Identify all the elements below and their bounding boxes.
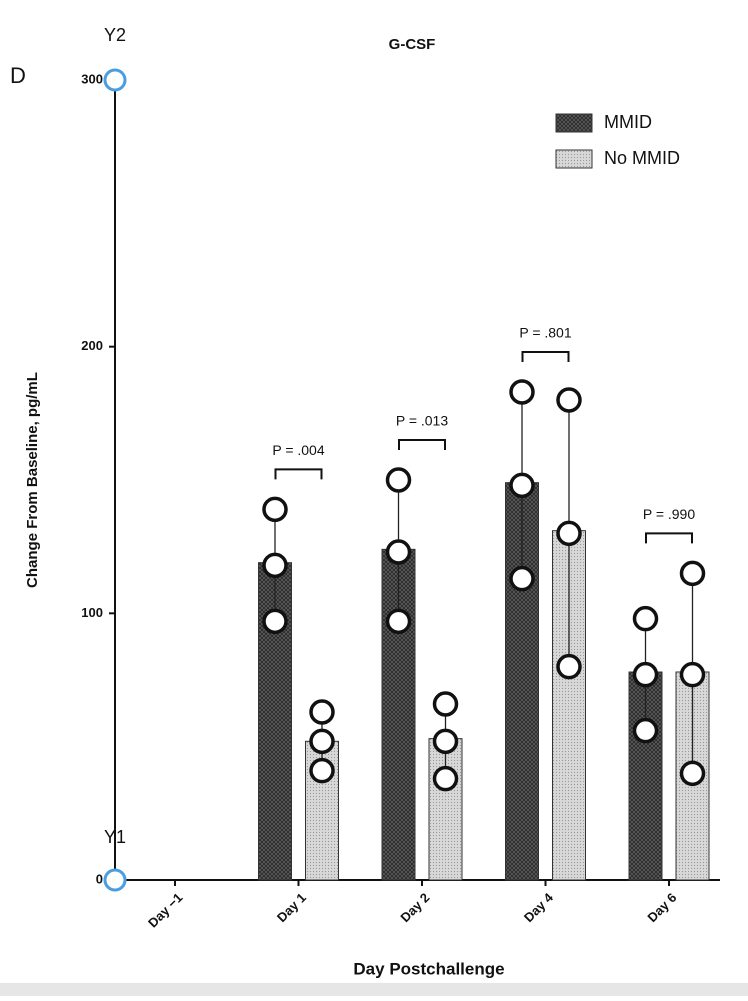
x-tick-label: Day 4 [521, 889, 557, 925]
y2-marker[interactable] [103, 68, 127, 92]
data-point [309, 728, 335, 755]
x-tick-label: Day 1 [274, 890, 309, 925]
data-point [262, 496, 288, 523]
data-point [432, 765, 459, 792]
data-point [632, 661, 659, 688]
data-point [309, 757, 335, 784]
data-point [309, 699, 335, 725]
data-point [556, 653, 582, 680]
data-point [679, 661, 706, 688]
legend-swatch [555, 149, 593, 169]
y-tick-label: 100 [81, 605, 103, 620]
data-point [509, 472, 535, 499]
chart-title: G-CSF [389, 36, 436, 53]
legend-label: MMID [604, 112, 652, 132]
y-axis-label: Change From Baseline, pg/mL [24, 372, 41, 588]
p-value: P = .004 [272, 442, 325, 458]
y-tick-label: 0 [96, 871, 103, 886]
y-tick-label: 200 [81, 338, 103, 353]
data-point [262, 552, 288, 579]
y1-marker[interactable] [103, 868, 127, 892]
x-tick-label: Day 2 [397, 890, 432, 925]
data-point [556, 520, 582, 547]
data-point [385, 608, 412, 635]
data-point [432, 728, 459, 755]
data-point [509, 379, 535, 405]
data-point [679, 760, 706, 787]
data-point [385, 467, 412, 493]
data-point [509, 565, 535, 592]
p-bracket [521, 351, 570, 362]
p-bracket [274, 468, 323, 480]
p-bracket [398, 439, 446, 450]
x-tick-label: Day −1 [145, 890, 186, 931]
panel-label: D [10, 63, 26, 88]
bar [505, 482, 539, 881]
bottom-strip [0, 983, 748, 996]
data-point [632, 605, 659, 632]
data-point [679, 560, 706, 587]
data-point [556, 387, 582, 413]
data-point [632, 717, 659, 744]
p-value: P = .990 [643, 506, 696, 522]
p-value: P = .801 [519, 325, 572, 341]
legend-swatch [555, 113, 593, 133]
y-tick-label: 300 [81, 71, 103, 86]
p-bracket [645, 532, 693, 544]
data-point [385, 539, 412, 565]
x-tick-label: Day 6 [644, 890, 679, 925]
data-point [432, 691, 459, 717]
y2-marker-label: Y2 [104, 25, 126, 45]
x-axis-label: Day Postchallenge [353, 959, 504, 978]
legend-label: No MMID [604, 148, 680, 168]
data-point [262, 608, 288, 635]
plot-area: 0 100 200 300 Day −1 Day 1 P = .004 Day 2 P = .0… [81, 71, 710, 931]
p-value: P = .013 [396, 413, 449, 429]
